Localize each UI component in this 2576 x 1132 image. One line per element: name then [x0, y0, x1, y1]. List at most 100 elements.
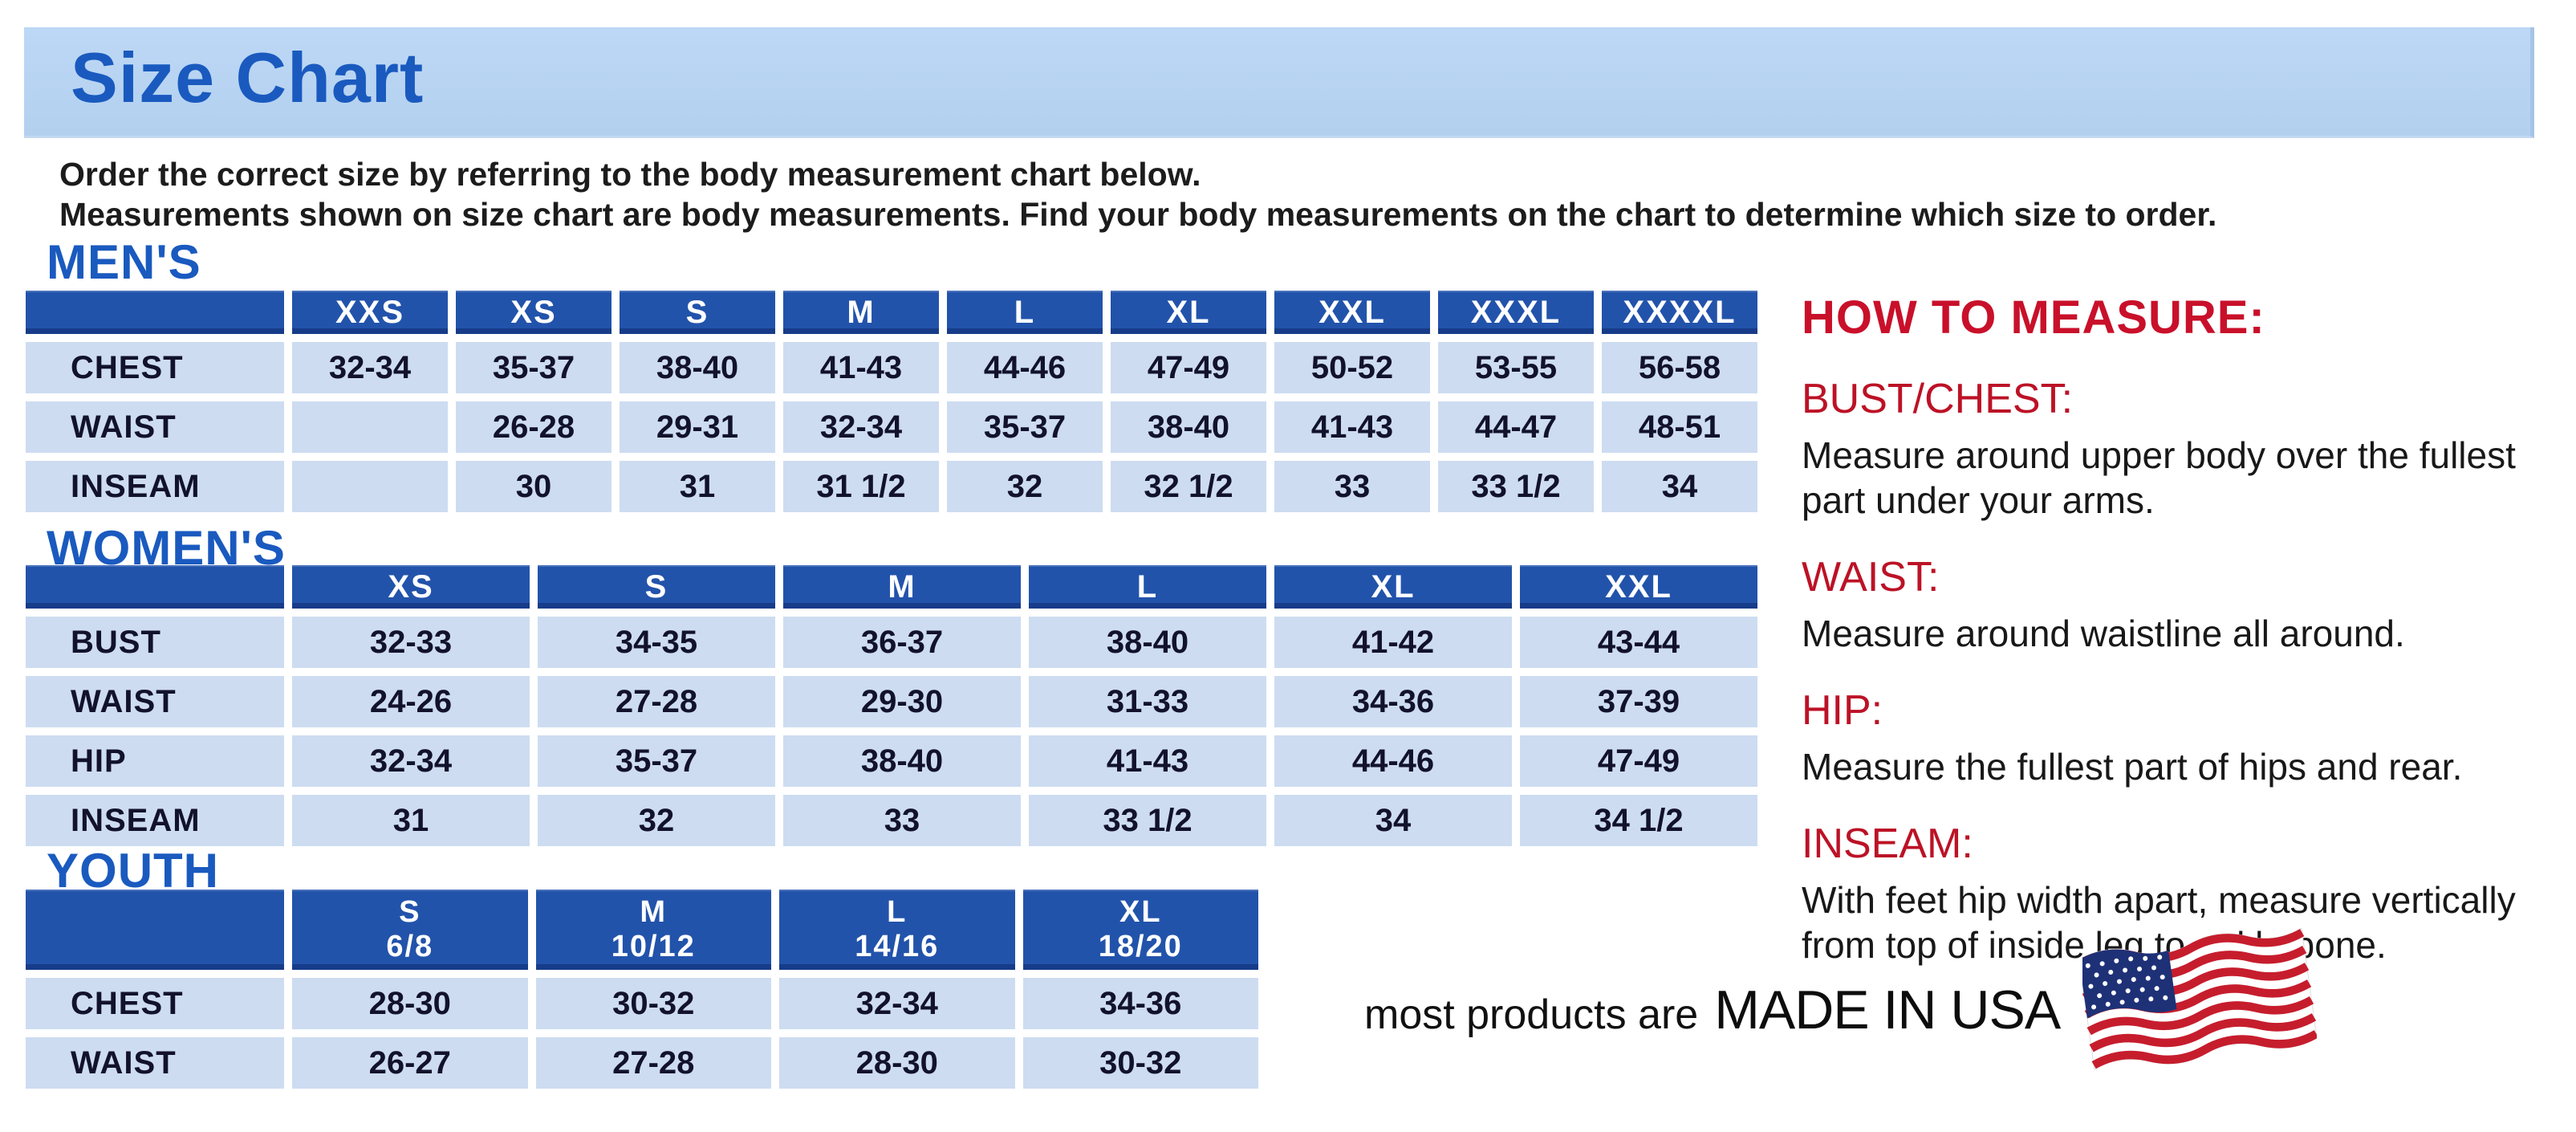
size-value-cell: 33 1/2 [1438, 461, 1594, 512]
header-row: S 6/8 M 10/12 L 14/16 XL 18/20 [26, 890, 1258, 970]
measurement-row-label: WAIST [26, 1037, 284, 1089]
size-value-cell: 50-52 [1274, 342, 1430, 393]
size-value-cell: 34-35 [538, 617, 775, 668]
mens-section-heading: MEN'S [47, 235, 201, 289]
size-value-cell: 31-33 [1029, 676, 1266, 727]
size-value-cell: 47-49 [1111, 342, 1266, 393]
made-in-usa-text-group: most products are MADE IN USA [1364, 979, 2061, 1041]
youth-size-table: S 6/8 M 10/12 L 14/16 XL 18/20 CHEST 28-30 30-… [18, 882, 1266, 1097]
table-row: WAIST 26-27 27-28 28-30 30-32 [26, 1037, 1258, 1089]
intro-text: Order the correct size by referring to t… [59, 154, 2216, 234]
table-corner-cell [26, 291, 284, 334]
measure-item-label: HIP: [1802, 687, 1883, 734]
table-row: WAIST 24-26 27-28 29-30 31-33 34-36 37-39 [26, 676, 1757, 727]
measure-item-label: WAIST: [1802, 554, 1940, 601]
size-value-cell: 27-28 [535, 1037, 771, 1089]
table-row: WAIST 26-28 29-31 32-34 35-37 38-40 41-43 44-47… [26, 401, 1757, 453]
size-value-cell: 28-30 [292, 978, 528, 1029]
size-value-cell: 37-39 [1520, 676, 1757, 727]
size-value-cell: 30-32 [1022, 1037, 1258, 1089]
size-value-cell: 44-46 [1274, 735, 1512, 787]
table-row: INSEAM 30 31 31 1/2 32 32 1/2 33 33 1/2 34 [26, 461, 1757, 512]
size-value-cell: 32-33 [292, 617, 530, 668]
size-header-cell: XS [292, 565, 530, 609]
size-value-cell: 34 [1602, 461, 1757, 512]
size-value-cell: 36-37 [783, 617, 1021, 668]
size-value-cell: 38-40 [783, 735, 1021, 787]
size-value-cell: 41-42 [1274, 617, 1512, 668]
title-banner: Size Chart [24, 27, 2534, 138]
size-value-cell: 34 [1274, 795, 1512, 846]
size-value-cell: 30-32 [535, 978, 771, 1029]
how-to-measure-title: HOW TO MEASURE: [1802, 291, 2265, 344]
measurement-row-label: INSEAM [26, 461, 284, 512]
womens-size-table: XS S M L XL XXL BUST 32-33 34-35 36-37 38-40 41-42 4… [18, 557, 1765, 854]
size-header-cell: S 6/8 [292, 890, 528, 970]
header-row: XXS XS S M L XL XXL XXXL XXXXL [26, 291, 1757, 334]
size-value-cell: 32 1/2 [1111, 461, 1266, 512]
measurement-row-label: CHEST [26, 342, 284, 393]
size-header-cell: XXS [292, 291, 448, 334]
page-title: Size Chart [71, 37, 425, 117]
size-value-cell: 43-44 [1520, 617, 1757, 668]
measurement-row-label: WAIST [26, 676, 284, 727]
measure-item-label: INSEAM: [1802, 820, 1973, 867]
size-header-cell: L [1029, 565, 1266, 609]
size-value-cell: 31 1/2 [783, 461, 939, 512]
size-value-cell: 41-43 [783, 342, 939, 393]
size-header-cell: XXL [1520, 565, 1757, 609]
size-value-cell: 44-47 [1438, 401, 1594, 453]
table-row: HIP 32-34 35-37 38-40 41-43 44-46 47-49 [26, 735, 1757, 787]
size-value-cell: 34-36 [1022, 978, 1258, 1029]
size-value-cell: 32-34 [292, 735, 530, 787]
size-header-cell: XXXXL [1602, 291, 1757, 334]
size-value-cell: 33 1/2 [1029, 795, 1266, 846]
size-value-cell: 29-30 [783, 676, 1021, 727]
size-value-cell [292, 401, 448, 453]
size-value-cell: 48-51 [1602, 401, 1757, 453]
size-header-cell: XL [1274, 565, 1512, 609]
size-value-cell [292, 461, 448, 512]
table-row: CHEST 32-34 35-37 38-40 41-43 44-46 47-49 50-52… [26, 342, 1757, 393]
size-value-cell: 35-37 [538, 735, 775, 787]
size-header-cell: XL 18/20 [1022, 890, 1258, 970]
made-in-usa-text: MADE IN USA [1714, 979, 2061, 1040]
measurement-row-label: BUST [26, 617, 284, 668]
youth-section-heading: YOUTH [47, 844, 219, 898]
size-value-cell: 38-40 [1029, 617, 1266, 668]
size-value-cell: 32 [947, 461, 1103, 512]
size-value-cell: 33 [1274, 461, 1430, 512]
size-header-cell: S [538, 565, 775, 609]
size-header-cell: M [783, 291, 939, 334]
size-header-cell: XXL [1274, 291, 1430, 334]
measure-item-label: BUST/CHEST: [1802, 376, 2074, 422]
measure-item-text: Measure the fullest part of hips and rea… [1802, 746, 2463, 788]
measure-item-text: Measure around waistline all around. [1802, 613, 2405, 654]
size-value-cell: 32-34 [779, 978, 1015, 1029]
size-header-cell: L [947, 291, 1103, 334]
size-value-cell: 34-36 [1274, 676, 1512, 727]
size-value-cell: 35-37 [456, 342, 611, 393]
table-row: INSEAM 31 32 33 33 1/2 34 34 1/2 [26, 795, 1757, 846]
size-value-cell: 38-40 [1111, 401, 1266, 453]
size-header-cell: XS [456, 291, 611, 334]
size-value-cell: 29-31 [620, 401, 775, 453]
header-row: XS S M L XL XXL [26, 565, 1757, 609]
size-value-cell: 32 [538, 795, 775, 846]
size-value-cell: 47-49 [1520, 735, 1757, 787]
size-value-cell: 53-55 [1438, 342, 1594, 393]
size-value-cell: 41-43 [1274, 401, 1430, 453]
measurement-row-label: WAIST [26, 401, 284, 453]
usa-flag-icon [2082, 927, 2318, 1070]
size-value-cell: 31 [620, 461, 775, 512]
measure-item-text: Measure around upper body over the fulle… [1802, 434, 2516, 521]
size-header-cell: M [783, 565, 1021, 609]
size-value-cell: 38-40 [620, 342, 775, 393]
size-header-cell: L 14/16 [779, 890, 1015, 970]
size-value-cell: 32-34 [783, 401, 939, 453]
size-value-cell: 26-28 [456, 401, 611, 453]
size-value-cell: 56-58 [1602, 342, 1757, 393]
size-value-cell: 34 1/2 [1520, 795, 1757, 846]
measurement-row-label: HIP [26, 735, 284, 787]
